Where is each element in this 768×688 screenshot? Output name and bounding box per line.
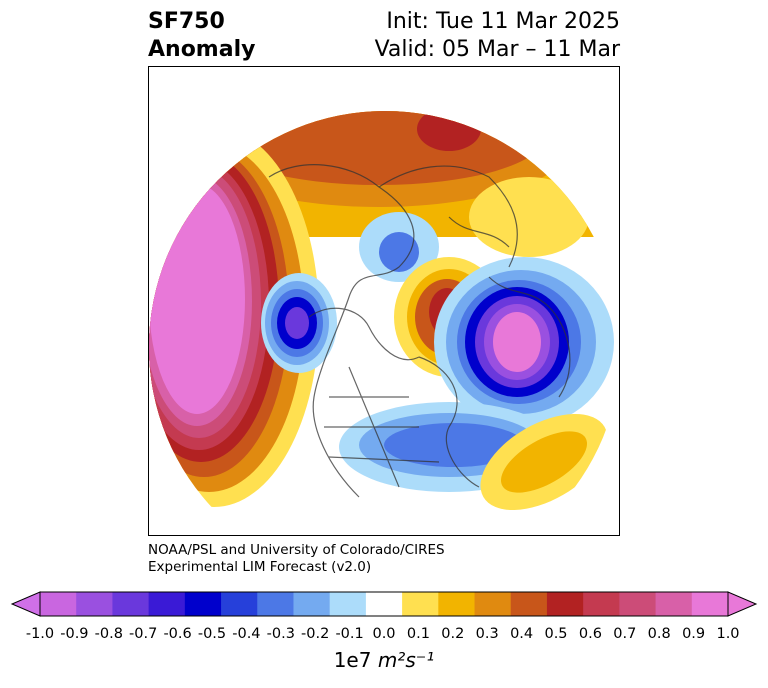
colorbar-tick-label: 0.5	[544, 626, 568, 642]
colorbar-swatch	[655, 592, 693, 616]
anomaly-title: Anomaly	[148, 37, 256, 62]
colorbar-tick-label: -0.7	[129, 626, 158, 642]
colorbar-swatch	[329, 592, 367, 616]
colorbar-tick-label: -0.3	[266, 626, 295, 642]
colorbar-swatch	[184, 592, 222, 616]
colorbar-swatch	[474, 592, 512, 616]
colorbar-swatch	[76, 592, 113, 616]
colorbar-swatch	[112, 592, 150, 616]
colorbar-swatch	[293, 592, 331, 616]
globe-disc	[149, 111, 619, 535]
colorbar-tick-label: -0.9	[60, 626, 89, 642]
western-canada-trough	[261, 273, 337, 373]
colorbar-tick-label: 0.1	[406, 626, 430, 642]
title-right: Init: Tue 11 Mar 2025 Valid: 05 Mar – 11…	[375, 8, 620, 64]
colorbar-tick-label: 1.0	[716, 626, 740, 642]
anomaly-map	[149, 111, 619, 535]
credit-line-1: NOAA/PSL and University of Colorado/CIRE…	[148, 542, 445, 558]
colorbar-swatch	[438, 592, 476, 616]
coastlines	[268, 164, 571, 498]
colorbar-tick-label: 0.4	[510, 626, 534, 642]
colorbar-tick-label: 0.3	[475, 626, 499, 642]
colorbar-tick-label: 0.6	[578, 626, 602, 642]
units-expr: m²s⁻¹	[377, 648, 435, 672]
colorbar-tick-label: 0.8	[647, 626, 671, 642]
colorbar-tick-label: -0.6	[163, 626, 192, 642]
colorbar-tick-label: 0.2	[441, 626, 465, 642]
colorbar-tick-label: 0.9	[682, 626, 706, 642]
title-left: SF750 Anomaly	[148, 8, 255, 64]
colorbar-swatch	[583, 592, 620, 616]
colorbar-tick-label: 0.7	[613, 626, 637, 642]
variable-title: SF750	[148, 9, 225, 34]
init-date: Init: Tue 11 Mar 2025	[386, 9, 620, 34]
map-panel	[148, 66, 620, 536]
colorbar-swatch	[257, 592, 294, 616]
colorbar-swatch	[691, 592, 729, 616]
colorbar-tick-label: -0.2	[301, 626, 330, 642]
colorbar-swatch	[40, 592, 77, 616]
europe-trough	[434, 257, 614, 427]
colorbar-swatch	[546, 592, 584, 616]
credit: NOAA/PSL and University of Colorado/CIRE…	[148, 542, 445, 576]
colorbar-tick-label: -0.5	[197, 626, 227, 642]
colorbar-units: 1e7 m²s⁻¹	[334, 648, 435, 672]
credit-line-2: Experimental LIM Forecast (v2.0)	[148, 559, 372, 575]
colorbar-swatch	[148, 592, 186, 616]
colorbar-extend-high	[727, 591, 758, 617]
colorbar-tick-label: 0.0	[372, 626, 396, 642]
valid-range: Valid: 05 Mar – 11 Mar	[374, 37, 620, 62]
colorbar-tick-label: -0.8	[94, 626, 123, 642]
colorbar-swatch	[221, 592, 258, 616]
colorbar-border	[39, 591, 729, 617]
hudson-trough	[359, 212, 439, 282]
units-base: 1e7	[333, 648, 372, 672]
colorbar-swatch	[402, 592, 439, 616]
colorbar-tick-label: -1.0	[25, 626, 55, 642]
colorbar	[10, 591, 758, 617]
colorbar-tick-label: -0.4	[232, 626, 261, 642]
colorbar-tick-label: -0.1	[335, 626, 364, 642]
colorbar-swatch	[510, 592, 548, 616]
colorbar-swatch	[619, 592, 657, 616]
colorbar-swatch	[365, 592, 403, 616]
colorbar-extend-low	[10, 591, 41, 617]
